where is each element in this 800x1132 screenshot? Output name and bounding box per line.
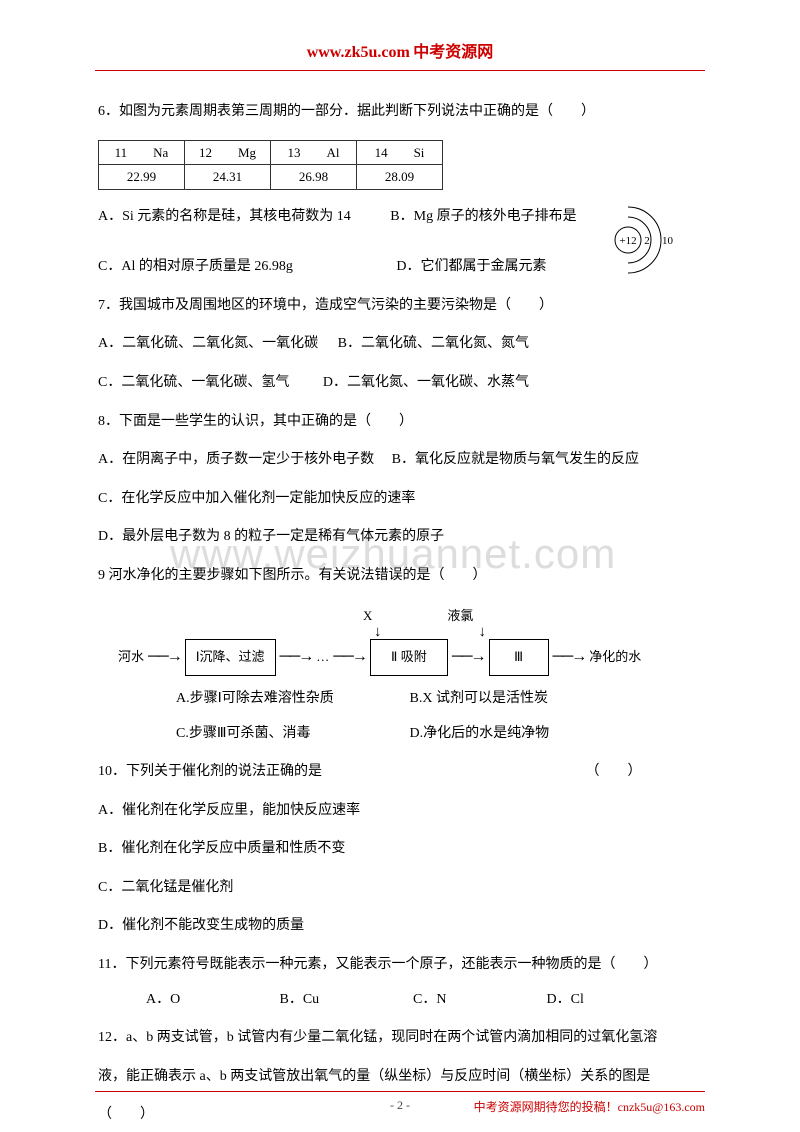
table-cell: 14 Si xyxy=(357,140,443,165)
table-row: 11 Na 12 Mg 13 Al 14 Si xyxy=(99,140,443,165)
q9-row-ab: A.步骤Ⅰ可除去难溶性杂质 B.X 试剂可以是活性炭 xyxy=(98,686,702,713)
fc-box3: Ⅲ xyxy=(489,639,549,676)
content-area: 6．如图为元素周期表第三周期的一部分．据此判断下列说法中正确的是（ ） 11 N… xyxy=(0,71,800,1129)
fc-box2: Ⅱ 吸附 xyxy=(370,639,448,676)
arrow-right-icon: ──→ xyxy=(553,642,586,672)
arrow-down-icon: ↓ xyxy=(374,628,382,637)
page-header: www.zk5u.com 中考资源网 xyxy=(95,0,705,71)
q11-optD: D．Cl xyxy=(547,987,677,1014)
q12-text1: 12．a、b 两支试管，b 试管内有少量二氧化锰，现同时在两个试管内滴加相同的过… xyxy=(98,1025,702,1052)
q9-optC: C.步骤Ⅲ可杀菌、消毒 xyxy=(176,721,406,748)
q7-row-ab: A．二氧化硫、二氧化氮、一氧化碳 B．二氧化硫、二氧化氮、氮气 xyxy=(98,331,702,358)
q9-optB: B.X 试剂可以是活性炭 xyxy=(410,691,548,706)
q8-optB: B．氧化反应就是物质与氧气发生的反应 xyxy=(392,452,639,467)
fc-start: 河水 xyxy=(118,645,144,670)
q11-optB: B．Cu xyxy=(280,987,410,1014)
periodic-table: 11 Na 12 Mg 13 Al 14 Si 22.99 24.31 26.9… xyxy=(98,140,443,190)
q10-optC: C．二氧化锰是催化剂 xyxy=(98,875,702,902)
fc-x-label: X xyxy=(363,604,372,629)
table-cell: 12 Mg xyxy=(185,140,271,165)
q9-optA: A.步骤Ⅰ可除去难溶性杂质 xyxy=(176,686,406,713)
fc-top2-label: 液氯 xyxy=(447,604,473,629)
q8-optA: A．在阴离子中，质子数一定少于核外电子数 xyxy=(98,452,374,467)
q8-row-ab: A．在阴离子中，质子数一定少于核外电子数 B．氧化反应就是物质与氧气发生的反应 xyxy=(98,447,702,474)
arrow-right-icon: ──→ xyxy=(333,642,366,672)
q11-optA: A．O xyxy=(146,987,276,1014)
table-row: 22.99 24.31 26.98 28.09 xyxy=(99,165,443,190)
table-cell: 22.99 xyxy=(99,165,185,190)
table-cell: 13 Al xyxy=(271,140,357,165)
q7-optB: B．二氧化硫、二氧化氮、氮气 xyxy=(338,336,529,351)
arrow-down-icon: ↓ xyxy=(479,628,487,637)
flowchart: X 液氯 ↓ ↓ 河水 ──→ Ⅰ沉降、过滤 ──→ … ──→ Ⅱ 吸附 ──… xyxy=(118,604,702,676)
q11-options: A．O B．Cu C．N D．Cl xyxy=(98,987,702,1014)
q6-optA: A．Si 元素的名称是硅，其核电荷数为 14 xyxy=(98,209,351,224)
q9-row-cd: C.步骤Ⅲ可杀菌、消毒 D.净化后的水是纯净物 xyxy=(98,721,702,748)
fc-box1: Ⅰ沉降、过滤 xyxy=(185,639,276,676)
fc-end: 净化的水 xyxy=(589,645,641,670)
q10-optA: A．催化剂在化学反应里，能加快反应速率 xyxy=(98,798,702,825)
page-footer: - 2 - 中考资源网期待您的投稿！cnzk5u@163.com xyxy=(95,1091,705,1098)
q10-bracket: （ ） xyxy=(586,764,642,779)
q10-line: 10．下列关于催化剂的说法正确的是 （ ） xyxy=(98,759,702,786)
q10-text: 10．下列关于催化剂的说法正确的是 xyxy=(98,764,322,779)
arrow-right-icon: ──→ xyxy=(148,642,181,672)
q12-text2: 液，能正确表示 a、b 两支试管放出氧气的量（纵坐标）与反应时间（横坐标）关系的… xyxy=(98,1064,702,1091)
header-url: www.zk5u.com xyxy=(307,44,410,61)
footer-contact: 中考资源网期待您的投稿！cnzk5u@163.com xyxy=(474,1098,705,1115)
arrow-right-icon: ──→ xyxy=(452,642,485,672)
q11-text: 11．下列元素符号既能表示一种元素，又能表示一个原子，还能表示一种物质的是（ ） xyxy=(98,952,702,979)
header-title: 中考资源网 xyxy=(413,44,493,61)
q8-optC: C．在化学反应中加入催化剂一定能加快反应的速率 xyxy=(98,486,702,513)
q9-optD: D.净化后的水是纯净物 xyxy=(410,726,550,741)
q10-optB: B．催化剂在化学反应中质量和性质不变 xyxy=(98,836,702,863)
q6-optB: B．Mg 原子的核外电子排布是 xyxy=(390,209,576,224)
q6-optD: D．它们都属于金属元素 xyxy=(396,259,546,274)
q10-optD: D．催化剂不能改变生成物的质量 xyxy=(98,913,702,940)
atom-core: +12 xyxy=(619,235,636,247)
atom-shell2: 10 xyxy=(662,235,674,247)
table-cell: 24.31 xyxy=(185,165,271,190)
table-cell: 28.09 xyxy=(357,165,443,190)
q8-text: 8．下面是一些学生的认识，其中正确的是（ ） xyxy=(98,409,702,436)
q6-optC: C．Al 的相对原子质量是 26.98g xyxy=(98,259,293,274)
fc-dots: … xyxy=(316,645,329,670)
footer-page-number: - 2 - xyxy=(390,1098,410,1113)
table-cell: 26.98 xyxy=(271,165,357,190)
q7-row-cd: C．二氧化硫、一氧化碳、氢气 D．二氧化氮、一氧化碳、水蒸气 xyxy=(98,370,702,397)
q7-optA: A．二氧化硫、二氧化氮、一氧化碳 xyxy=(98,336,318,351)
q11-optC: C．N xyxy=(413,987,543,1014)
q9-text: 9 河水净化的主要步骤如下图所示。有关说法错误的是（ ） xyxy=(98,563,702,590)
q6-text: 6．如图为元素周期表第三周期的一部分．据此判断下列说法中正确的是（ ） xyxy=(98,99,702,126)
q7-optD: D．二氧化氮、一氧化碳、水蒸气 xyxy=(323,375,529,390)
q7-text: 7．我国城市及周围地区的环境中，造成空气污染的主要污染物是（ ） xyxy=(98,293,702,320)
atom-diagram-icon: +12 2 10 xyxy=(600,205,690,275)
table-cell: 11 Na xyxy=(99,140,185,165)
q7-optC: C．二氧化硫、一氧化碳、氢气 xyxy=(98,375,289,390)
atom-shell1: 2 xyxy=(644,235,650,247)
arrow-right-icon: ──→ xyxy=(280,642,313,672)
q8-optD: D．最外层电子数为 8 的粒子一定是稀有气体元素的原子 xyxy=(98,524,702,551)
